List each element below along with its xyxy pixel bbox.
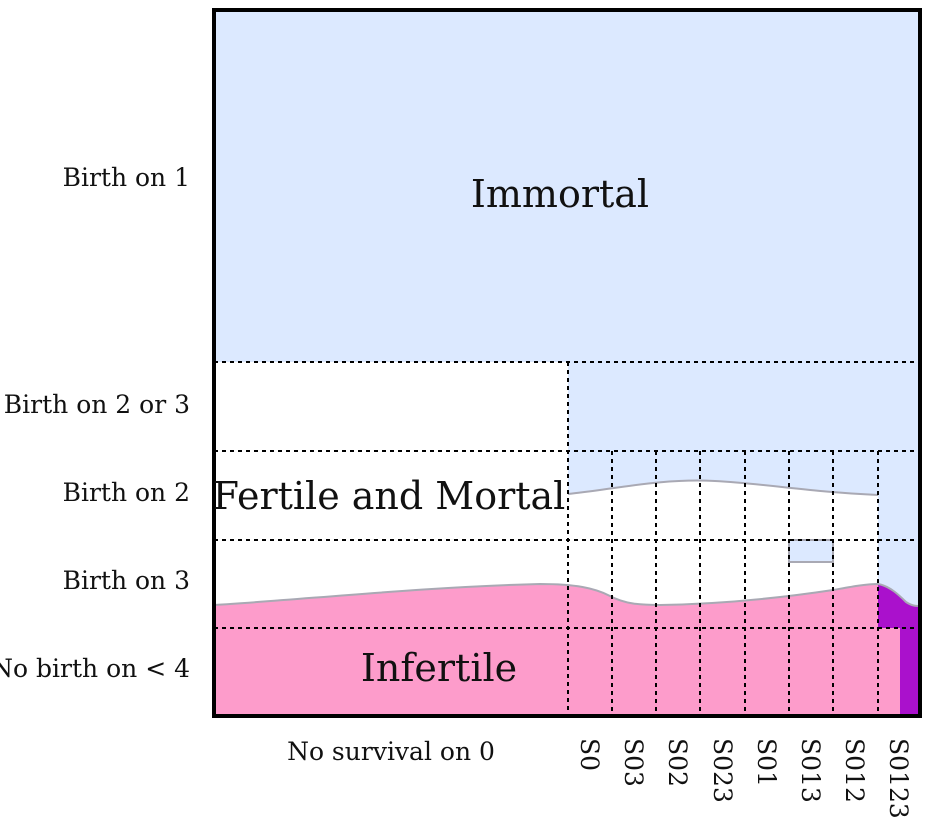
column-label-s0123: S0123 — [884, 738, 913, 817]
label-infertile: Infertile — [361, 646, 517, 690]
row-label-birth-on-3: Birth on 3 — [63, 566, 190, 595]
row-label-birth-on-2-or-3: Birth on 2 or 3 — [4, 390, 190, 419]
column-label-s023: S023 — [708, 738, 737, 803]
region-labels: Immortal Fertile and Mortal Infertile — [213, 172, 649, 690]
column-label-s0: S0 — [575, 738, 604, 771]
column-label-s02: S02 — [663, 738, 692, 787]
label-fertile-mortal: Fertile and Mortal — [213, 474, 566, 518]
grid-lines — [214, 361, 920, 716]
immortal-boundary-curve — [567, 479, 879, 496]
column-label-s013: S013 — [796, 738, 825, 803]
row-label-birth-on-1: Birth on 1 — [63, 163, 190, 192]
row-label-no-birth: No birth on < 4 — [0, 654, 190, 683]
infertile-region — [214, 584, 878, 716]
row-labels: Birth on 1 Birth on 2 or 3 Birth on 2 Bi… — [0, 163, 190, 683]
label-immortal: Immortal — [471, 172, 649, 216]
column-label-no-survival: No survival on 0 — [287, 737, 495, 766]
diagram-frame — [212, 8, 922, 718]
infertile-boundary-curve — [213, 582, 921, 607]
column-label-s01: S01 — [752, 738, 781, 787]
row-label-birth-on-2: Birth on 2 — [63, 478, 190, 507]
corner-column-s0123 — [900, 628, 920, 716]
column-labels: No survival on 0 S0 S03 S02 S023 S01 S01… — [287, 737, 913, 817]
column-label-s012: S012 — [840, 738, 869, 803]
immortal-island-s013 — [789, 540, 833, 562]
infertile-corner-strip — [878, 628, 900, 716]
column-label-s03: S03 — [619, 738, 648, 787]
